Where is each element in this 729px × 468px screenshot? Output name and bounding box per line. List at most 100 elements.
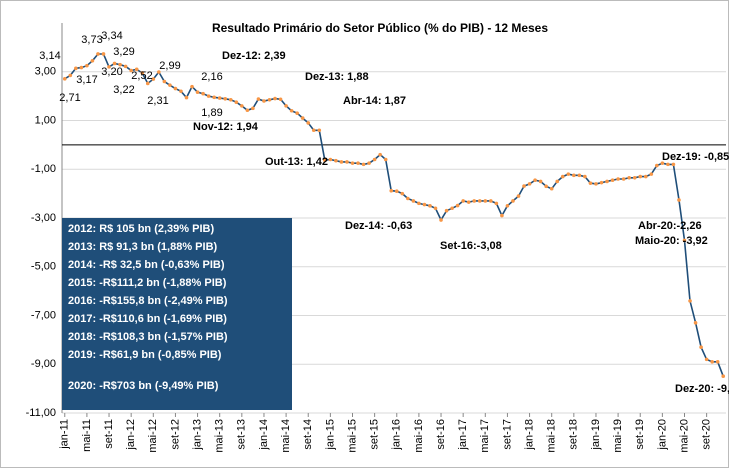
data-point bbox=[361, 162, 366, 167]
data-point bbox=[560, 174, 565, 179]
data-point bbox=[544, 184, 548, 189]
annotation: Dez-20: -9,49 bbox=[675, 383, 729, 395]
data-point bbox=[173, 86, 178, 91]
annotation: 2,52 bbox=[131, 70, 152, 82]
data-point bbox=[107, 65, 111, 69]
data-point bbox=[295, 111, 299, 115]
data-point bbox=[599, 180, 604, 185]
data-point bbox=[129, 68, 133, 73]
data-point bbox=[466, 200, 471, 204]
data-point bbox=[549, 186, 554, 191]
data-point bbox=[140, 71, 145, 75]
data-point bbox=[455, 203, 460, 208]
data-point bbox=[245, 108, 250, 113]
data-point bbox=[190, 84, 194, 89]
data-point bbox=[632, 175, 637, 180]
data-point bbox=[489, 199, 493, 203]
x-tick-label: set-18 bbox=[568, 419, 580, 450]
data-point bbox=[400, 191, 405, 196]
data-point bbox=[300, 116, 305, 120]
data-point bbox=[527, 182, 532, 186]
data-point bbox=[538, 179, 543, 184]
data-point bbox=[682, 238, 687, 243]
y-tick-label: -9,00 bbox=[31, 358, 56, 370]
data-point bbox=[422, 202, 427, 207]
info-box-line: 2012: R$ 105 bn (2,39% PIB) bbox=[68, 223, 214, 235]
x-tick-label: set-16 bbox=[435, 419, 447, 450]
data-point bbox=[566, 172, 571, 176]
data-point bbox=[433, 206, 438, 211]
data-point bbox=[90, 58, 95, 63]
x-tick-label: jan-17 bbox=[457, 419, 469, 451]
data-point bbox=[217, 96, 222, 100]
annotation: Nov-12: 1,94 bbox=[193, 121, 259, 133]
x-tick-label: mai-13 bbox=[214, 419, 226, 453]
info-box-line: 2019: -R$61,9 bn (-0,85% PIB) bbox=[68, 349, 222, 361]
data-point bbox=[533, 178, 537, 183]
data-point bbox=[417, 201, 421, 206]
annotation: Abr-14: 1,87 bbox=[343, 95, 406, 107]
x-tick-label: jan-12 bbox=[125, 419, 137, 451]
annotation: 3,34 bbox=[101, 30, 122, 42]
data-point bbox=[345, 160, 349, 164]
data-point bbox=[461, 199, 465, 203]
data-point bbox=[638, 174, 643, 179]
x-tick-label: jan-20 bbox=[656, 419, 668, 451]
x-tick-label: set-11 bbox=[103, 419, 115, 449]
data-point bbox=[228, 97, 233, 102]
data-point bbox=[372, 157, 377, 162]
data-point bbox=[278, 97, 283, 102]
data-point bbox=[79, 65, 84, 70]
x-tick-label: jan-16 bbox=[391, 419, 403, 451]
data-point bbox=[671, 162, 676, 167]
info-box bbox=[62, 218, 292, 410]
chart-title: Resultado Primário do Setor Público (% d… bbox=[212, 21, 548, 35]
data-point bbox=[145, 81, 150, 86]
data-point bbox=[157, 70, 161, 74]
data-point bbox=[721, 374, 726, 378]
data-point bbox=[588, 181, 593, 185]
data-point bbox=[240, 104, 244, 108]
y-tick-label: -11,00 bbox=[26, 407, 56, 419]
data-point bbox=[411, 199, 416, 203]
data-point bbox=[594, 182, 598, 186]
data-point bbox=[284, 104, 288, 108]
annotation: 2,71 bbox=[59, 92, 80, 104]
data-point bbox=[428, 204, 432, 208]
x-tick-label: set-17 bbox=[501, 419, 513, 450]
data-point bbox=[356, 161, 360, 165]
data-point bbox=[555, 179, 560, 184]
data-point bbox=[516, 194, 521, 198]
data-point bbox=[85, 63, 89, 68]
data-point bbox=[627, 175, 631, 180]
data-point bbox=[472, 199, 477, 203]
data-point bbox=[693, 321, 698, 325]
x-tick-label: set-19 bbox=[634, 419, 646, 450]
data-point bbox=[334, 158, 338, 163]
data-point bbox=[367, 161, 371, 165]
data-point bbox=[262, 99, 266, 103]
data-point bbox=[328, 157, 333, 162]
data-point bbox=[101, 52, 106, 56]
y-tick-label: 1,00 bbox=[35, 114, 56, 126]
data-point bbox=[289, 108, 294, 113]
data-point bbox=[134, 67, 139, 72]
data-point bbox=[112, 61, 117, 66]
annotation: 3,20 bbox=[101, 66, 122, 78]
data-point bbox=[643, 174, 648, 179]
annotation: 2,16 bbox=[201, 71, 222, 83]
x-tick-label: jan-15 bbox=[324, 419, 336, 451]
x-tick-label: mai-20 bbox=[678, 419, 690, 453]
annotation: 2,99 bbox=[159, 60, 180, 72]
data-point bbox=[267, 97, 272, 102]
info-box-line: 2020: -R$703 bn (-9,49% PIB) bbox=[68, 380, 219, 392]
annotation: Dez-19: -0,85 bbox=[662, 151, 729, 163]
data-point bbox=[251, 106, 255, 111]
info-box-line: 2016: -R$155,8 bn (-2,49% PIB) bbox=[68, 295, 228, 307]
data-point bbox=[206, 94, 211, 98]
info-box-line: 2017: -R$110,6 bn (-1,69% PIB) bbox=[68, 313, 227, 325]
data-point bbox=[688, 299, 692, 303]
data-point bbox=[394, 189, 399, 193]
data-point bbox=[62, 77, 67, 81]
annotation: Set-16:-3,08 bbox=[440, 240, 502, 252]
